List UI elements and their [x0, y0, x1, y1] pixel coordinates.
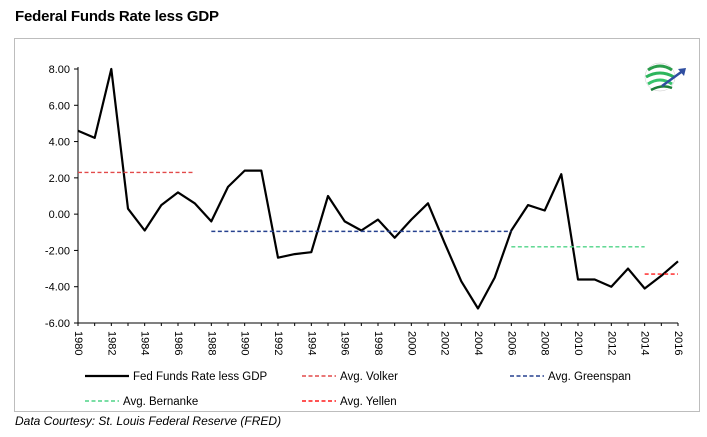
x-tick-label: 1996	[339, 331, 351, 355]
x-tick-label: 2008	[539, 331, 551, 355]
x-tick-label: 2006	[505, 331, 517, 355]
x-tick-label: 1988	[205, 331, 217, 355]
x-tick-label: 2016	[672, 331, 684, 355]
y-tick-label: -2.00	[45, 245, 70, 257]
legend-item: Avg. Yellen	[302, 396, 397, 408]
y-tick-label: 0.00	[49, 209, 70, 221]
legend-label: Avg. Volker	[340, 371, 398, 383]
y-tick-label: 8.00	[49, 64, 70, 76]
legend-label: Avg. Greenspan	[548, 371, 631, 383]
x-tick-label: 1994	[305, 331, 317, 355]
x-tick-label: 2004	[472, 331, 484, 355]
x-tick-label: 2010	[572, 331, 584, 355]
legend: Fed Funds Rate less GDP Avg. Volker Avg. G…	[85, 371, 631, 408]
x-axis: 1980 1982 1984 1986 1988 1990 1992 1994 1996 1998…	[72, 322, 684, 355]
legend-label: Avg. Bernanke	[123, 396, 198, 408]
chart-title: Federal Funds Rate less GDP	[15, 8, 219, 25]
x-tick-label: 2000	[405, 331, 417, 355]
series-line-fed-funds	[77, 67, 679, 310]
x-tick-label: 2014	[639, 331, 651, 355]
x-tick-label: 1984	[139, 331, 151, 355]
globe-arrow-logo	[644, 62, 686, 92]
x-tick-label: 2012	[605, 331, 617, 355]
data-source-note: Data Courtesy: St. Louis Federal Reserve…	[15, 414, 282, 428]
y-tick-label: -6.00	[45, 318, 70, 330]
x-tick-label: 1992	[272, 331, 284, 355]
legend-label: Avg. Yellen	[340, 396, 397, 408]
x-tick-label: 1980	[72, 331, 84, 355]
series-group	[77, 67, 679, 310]
legend-label: Fed Funds Rate less GDP	[133, 371, 268, 383]
y-tick-label: 2.00	[49, 173, 70, 185]
chart-frame	[14, 38, 700, 412]
x-tick-label: 1986	[172, 331, 184, 355]
y-tick-label: 6.00	[49, 100, 70, 112]
x-tick-label: 1982	[105, 331, 117, 355]
y-tick-label: -4.00	[45, 282, 70, 294]
y-axis: 8.00 6.00 4.00 2.00 0.00 -2.00 -4.00 -6.00	[45, 64, 79, 330]
y-tick-label: 4.00	[49, 137, 70, 149]
legend-item: Fed Funds Rate less GDP	[85, 371, 268, 383]
x-tick-label: 2002	[439, 331, 451, 355]
legend-item: Avg. Greenspan	[510, 371, 631, 383]
legend-item: Avg. Bernanke	[85, 396, 198, 408]
legend-item: Avg. Volker	[302, 371, 398, 383]
x-tick-label: 1990	[239, 331, 251, 355]
x-tick-label: 1998	[372, 331, 384, 355]
